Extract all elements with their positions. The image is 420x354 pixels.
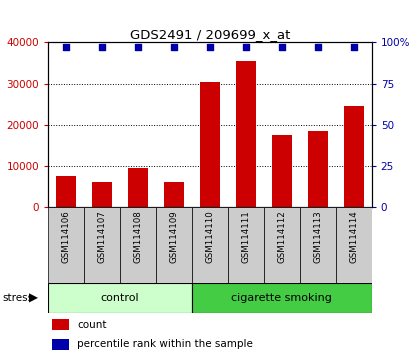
Text: GSM114110: GSM114110 bbox=[205, 210, 215, 263]
Title: GDS2491 / 209699_x_at: GDS2491 / 209699_x_at bbox=[130, 28, 290, 41]
Point bbox=[99, 45, 105, 50]
Bar bbox=[48, 207, 84, 283]
Point bbox=[350, 45, 357, 50]
Bar bbox=[48, 283, 192, 313]
Text: GSM114112: GSM114112 bbox=[277, 210, 286, 263]
Text: GSM114113: GSM114113 bbox=[313, 210, 322, 263]
Text: count: count bbox=[77, 320, 107, 330]
Bar bbox=[192, 283, 372, 313]
Bar bbox=[228, 207, 264, 283]
Bar bbox=[156, 207, 192, 283]
Point bbox=[135, 45, 142, 50]
Text: GSM114106: GSM114106 bbox=[62, 210, 71, 263]
Point bbox=[278, 45, 285, 50]
Bar bbox=[164, 182, 184, 207]
Bar bbox=[84, 207, 120, 283]
Bar bbox=[344, 106, 364, 207]
Text: GSM114111: GSM114111 bbox=[241, 210, 250, 263]
Bar bbox=[92, 182, 112, 207]
Bar bbox=[52, 338, 69, 350]
Bar bbox=[52, 319, 69, 330]
Point bbox=[171, 45, 177, 50]
Bar bbox=[128, 168, 148, 207]
Text: percentile rank within the sample: percentile rank within the sample bbox=[77, 339, 253, 349]
Text: GSM114114: GSM114114 bbox=[349, 210, 358, 263]
Bar bbox=[120, 207, 156, 283]
Text: control: control bbox=[101, 293, 139, 303]
Text: ▶: ▶ bbox=[29, 292, 37, 305]
Text: GSM114107: GSM114107 bbox=[98, 210, 107, 263]
Point bbox=[243, 45, 249, 50]
Bar bbox=[336, 207, 372, 283]
Point bbox=[63, 45, 70, 50]
Text: cigarette smoking: cigarette smoking bbox=[231, 293, 332, 303]
Bar bbox=[200, 81, 220, 207]
Point bbox=[207, 45, 213, 50]
Point bbox=[315, 45, 321, 50]
Bar bbox=[272, 135, 292, 207]
Text: GSM114109: GSM114109 bbox=[170, 210, 178, 263]
Bar bbox=[300, 207, 336, 283]
Bar bbox=[236, 61, 256, 207]
Bar bbox=[56, 176, 76, 207]
Text: stress: stress bbox=[2, 293, 33, 303]
Bar bbox=[264, 207, 300, 283]
Text: GSM114108: GSM114108 bbox=[134, 210, 143, 263]
Bar bbox=[192, 207, 228, 283]
Bar bbox=[308, 131, 328, 207]
